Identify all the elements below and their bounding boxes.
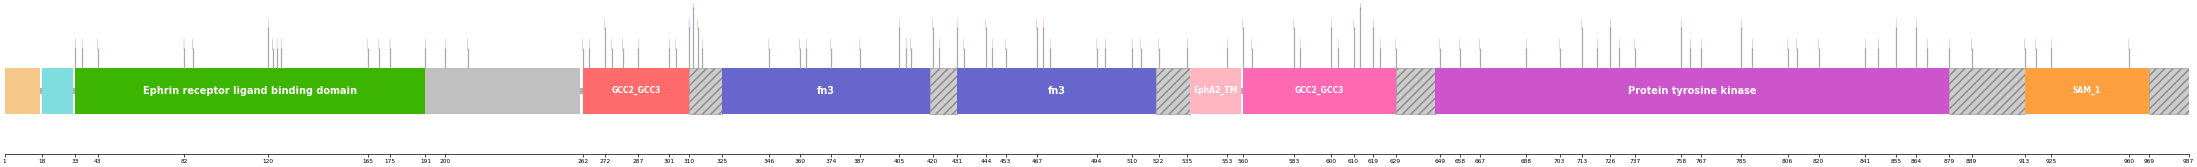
Bar [932,68,958,114]
Text: fn3: fn3 [1048,86,1066,96]
Bar [1395,68,1435,114]
Bar [42,68,73,114]
Bar [1189,68,1241,114]
Bar [1244,68,1395,114]
Text: EphA2_TM: EphA2_TM [1193,86,1237,95]
Bar [723,68,932,114]
Text: SAM_1: SAM_1 [2072,86,2100,95]
Bar [958,68,1156,114]
Text: Ephrin receptor ligand binding domain: Ephrin receptor ligand binding domain [143,86,358,96]
Bar [4,68,40,114]
Bar [75,68,426,114]
Bar [426,68,580,114]
Bar [1435,68,1949,114]
Text: fn3: fn3 [817,86,835,96]
Text: GCC2_GCC3: GCC2_GCC3 [611,86,661,95]
Bar [1949,68,2026,114]
Text: GCC2_GCC3: GCC2_GCC3 [1294,86,1345,95]
Text: Protein tyrosine kinase: Protein tyrosine kinase [1628,86,1758,96]
Bar [1156,68,1189,114]
Bar [4,88,2188,94]
Bar [2149,68,2188,114]
Bar [2026,68,2149,114]
Bar [690,68,723,114]
Bar [582,68,690,114]
